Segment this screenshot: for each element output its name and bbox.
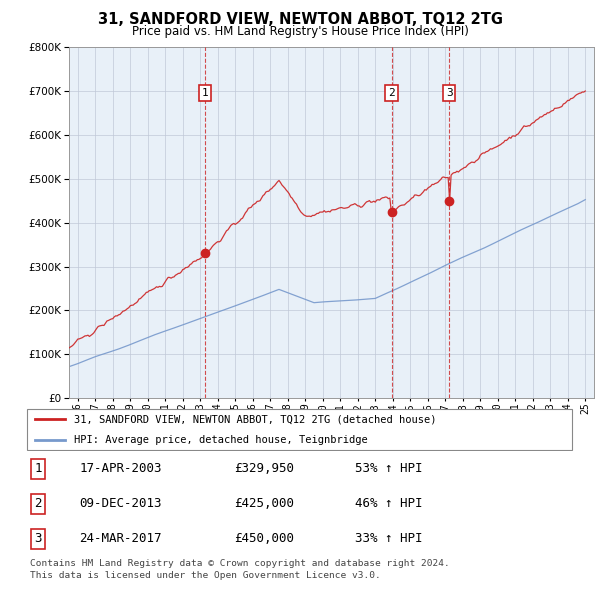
Text: £329,950: £329,950 <box>234 462 294 476</box>
FancyBboxPatch shape <box>27 409 572 450</box>
Text: This data is licensed under the Open Government Licence v3.0.: This data is licensed under the Open Gov… <box>30 571 381 580</box>
Text: 1: 1 <box>202 88 209 98</box>
Text: 31, SANDFORD VIEW, NEWTON ABBOT, TQ12 2TG (detached house): 31, SANDFORD VIEW, NEWTON ABBOT, TQ12 2T… <box>74 414 436 424</box>
Text: 2: 2 <box>388 88 395 98</box>
Text: 31, SANDFORD VIEW, NEWTON ABBOT, TQ12 2TG: 31, SANDFORD VIEW, NEWTON ABBOT, TQ12 2T… <box>97 12 503 27</box>
Text: 17-APR-2003: 17-APR-2003 <box>79 462 162 476</box>
Text: £450,000: £450,000 <box>234 532 294 546</box>
Text: £425,000: £425,000 <box>234 497 294 510</box>
Text: 3: 3 <box>446 88 452 98</box>
Text: 33% ↑ HPI: 33% ↑ HPI <box>355 532 422 546</box>
Text: 3: 3 <box>34 532 41 546</box>
Text: Price paid vs. HM Land Registry's House Price Index (HPI): Price paid vs. HM Land Registry's House … <box>131 25 469 38</box>
Text: Contains HM Land Registry data © Crown copyright and database right 2024.: Contains HM Land Registry data © Crown c… <box>30 559 450 568</box>
Text: 53% ↑ HPI: 53% ↑ HPI <box>355 462 422 476</box>
Text: 24-MAR-2017: 24-MAR-2017 <box>79 532 162 546</box>
Text: 2: 2 <box>34 497 41 510</box>
Text: 46% ↑ HPI: 46% ↑ HPI <box>355 497 422 510</box>
Text: 09-DEC-2013: 09-DEC-2013 <box>79 497 162 510</box>
Text: 1: 1 <box>34 462 41 476</box>
Text: HPI: Average price, detached house, Teignbridge: HPI: Average price, detached house, Teig… <box>74 435 367 445</box>
